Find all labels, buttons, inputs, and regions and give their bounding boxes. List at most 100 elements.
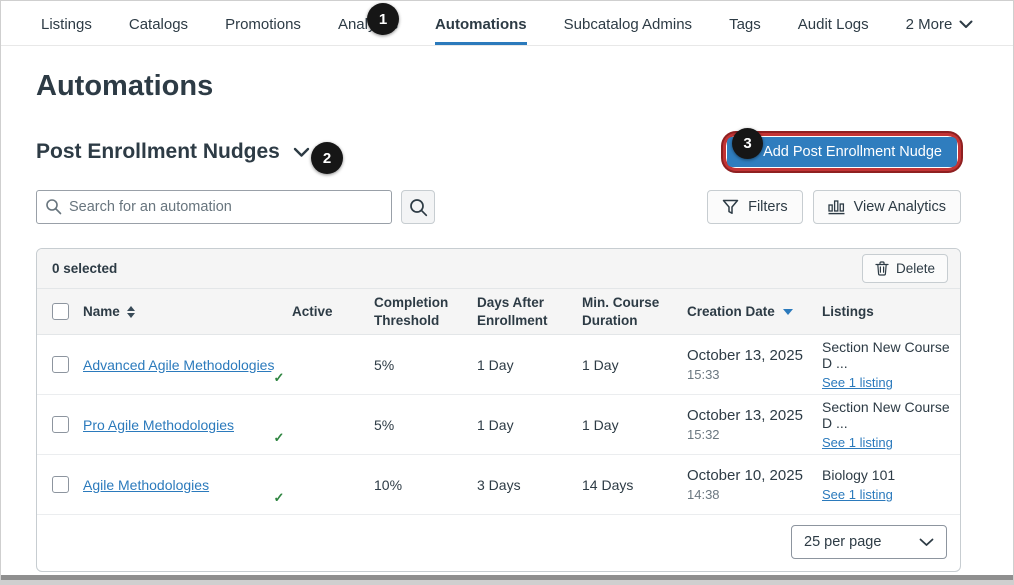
tab-subcatalog-admins[interactable]: Subcatalog Admins xyxy=(563,16,693,33)
name-cell: Advanced Agile Methodologies xyxy=(83,357,292,373)
trash-icon xyxy=(875,261,889,276)
tab-listings[interactable]: Listings xyxy=(41,16,92,33)
creation-time-value: 15:33 xyxy=(687,367,720,383)
column-header-active: Active xyxy=(292,303,374,321)
completion-threshold-cell: 5% xyxy=(374,416,395,433)
selected-count-label: 0 selected xyxy=(52,261,118,276)
filters-button[interactable]: Filters xyxy=(707,190,803,224)
min-course-duration-header-label: Min. Course Duration xyxy=(582,295,660,328)
chevron-down-icon xyxy=(959,20,973,29)
chevron-down-icon[interactable] xyxy=(293,147,310,158)
creation-date-header-label: Creation Date xyxy=(687,303,775,319)
listings-cell: Section New Course D ... See 1 listing xyxy=(822,339,960,390)
table-row: Advanced Agile Methodologies ✓ 5% 1 Day … xyxy=(37,335,960,396)
column-header-name[interactable]: Name xyxy=(83,303,292,321)
table-header-row: Name Active Completion Threshold Days Af… xyxy=(37,289,960,336)
automation-name-link[interactable]: Pro Agile Methodologies xyxy=(83,416,234,433)
annotation-step-1-badge: 1 xyxy=(367,3,399,35)
see-listing-link[interactable]: See 1 listing xyxy=(822,435,893,451)
row-checkbox-cell xyxy=(37,416,83,434)
search-input[interactable] xyxy=(36,190,392,224)
min-course-duration-cell: 1 Day xyxy=(582,356,619,373)
pagination-row: 25 per page xyxy=(37,515,960,571)
search-icon xyxy=(409,198,428,217)
select-all-checkbox[interactable] xyxy=(51,303,69,321)
days-after-enrollment-header-label: Days After Enrollment xyxy=(477,295,548,328)
sort-both-icon xyxy=(126,305,135,318)
section-header-row: Post Enrollment Nudges + Add Post Enroll… xyxy=(36,134,961,170)
name-header-label: Name xyxy=(83,303,120,319)
column-header-min-course-duration: Min. Course Duration xyxy=(582,294,687,329)
row-checkbox-cell xyxy=(37,356,83,374)
column-header-creation-date[interactable]: Creation Date xyxy=(687,303,822,321)
listing-name: Section New Course D ... xyxy=(822,339,950,372)
creation-time-value: 15:32 xyxy=(687,427,720,443)
bar-chart-icon xyxy=(827,199,845,215)
add-post-enrollment-nudge-button[interactable]: + Add Post Enrollment Nudge xyxy=(726,137,957,167)
delete-button[interactable]: Delete xyxy=(861,254,948,283)
table-row: Agile Methodologies ✓ 10% 3 Days 14 Days… xyxy=(37,455,960,516)
name-cell: Agile Methodologies xyxy=(83,477,292,493)
annotation-red-highlight: + Add Post Enrollment Nudge xyxy=(726,136,958,168)
filter-funnel-icon xyxy=(722,199,739,215)
days-after-enrollment-cell: 1 Day xyxy=(477,356,514,373)
top-nav: Listings Catalogs Promotions Analytics A… xyxy=(1,1,1013,46)
creation-time-value: 14:38 xyxy=(687,487,720,503)
search-field-wrap xyxy=(36,190,392,224)
window-bottom-edge xyxy=(1,573,1013,584)
table-row: Pro Agile Methodologies ✓ 5% 1 Day 1 Day… xyxy=(37,395,960,456)
active-header-label: Active xyxy=(292,303,333,319)
creation-date-value: October 13, 2025 xyxy=(687,347,803,365)
automation-name-link[interactable]: Agile Methodologies xyxy=(83,476,210,493)
days-after-enrollment-cell: 1 Day xyxy=(477,416,514,433)
row-checkbox[interactable] xyxy=(51,356,69,374)
listing-name: Biology 101 xyxy=(822,467,896,484)
view-analytics-button[interactable]: View Analytics xyxy=(812,190,961,224)
see-listing-link[interactable]: See 1 listing xyxy=(822,487,893,503)
row-checkbox[interactable] xyxy=(51,416,69,434)
tab-audit-logs[interactable]: Audit Logs xyxy=(797,16,869,33)
tab-automations[interactable]: Automations xyxy=(434,16,527,45)
per-page-select[interactable]: 25 per page xyxy=(791,525,947,560)
completion-threshold-header-label: Completion Threshold xyxy=(374,295,449,328)
main-content: Automations Post Enrollment Nudges + Add… xyxy=(1,68,1013,573)
chevron-down-icon xyxy=(919,538,934,547)
listings-cell: Biology 101 See 1 listing xyxy=(822,467,960,502)
completion-threshold-cell: 5% xyxy=(374,356,395,373)
listings-header-label: Listings xyxy=(822,303,874,319)
listings-cell: Section New Course D ... See 1 listing xyxy=(822,399,960,450)
creation-date-cell: October 13, 2025 15:32 xyxy=(687,407,822,442)
min-course-duration-cell: 1 Day xyxy=(582,416,619,433)
page-title: Automations xyxy=(36,70,214,102)
min-course-duration-cell: 14 Days xyxy=(582,476,634,493)
tab-promotions[interactable]: Promotions xyxy=(225,16,301,33)
toggle-check-icon: ✓ xyxy=(269,427,289,448)
search-submit-button[interactable] xyxy=(401,190,435,224)
view-analytics-label: View Analytics xyxy=(853,199,946,215)
delete-label: Delete xyxy=(895,261,935,276)
nudge-type-selector[interactable]: Post Enrollment Nudges xyxy=(36,140,310,164)
toggle-check-icon: ✓ xyxy=(269,367,289,388)
name-cell: Pro Agile Methodologies xyxy=(83,417,292,433)
row-checkbox[interactable] xyxy=(51,476,69,494)
annotation-step-2-badge: 2 xyxy=(311,142,343,174)
automation-name-link[interactable]: Advanced Agile Methodologies xyxy=(83,356,275,373)
search-row: Filters View Analytics xyxy=(36,190,961,224)
listing-name: Section New Course D ... xyxy=(822,399,950,432)
per-page-value: 25 per page xyxy=(804,534,882,551)
see-listing-link[interactable]: See 1 listing xyxy=(822,375,893,391)
header-checkbox-cell xyxy=(37,303,83,321)
search-icon xyxy=(45,198,62,215)
automations-table-card: 0 selected Delete Name Activ xyxy=(36,248,961,573)
column-header-days-after-enrollment: Days After Enrollment xyxy=(477,294,582,329)
tab-more-menu[interactable]: 2 More xyxy=(906,16,974,45)
annotation-step-3-badge: 3 xyxy=(732,128,763,159)
column-header-completion-threshold: Completion Threshold xyxy=(374,294,477,329)
add-button-label: Add Post Enrollment Nudge xyxy=(763,144,942,160)
tab-catalogs[interactable]: Catalogs xyxy=(128,16,189,33)
creation-date-cell: October 13, 2025 15:33 xyxy=(687,347,822,382)
tab-tags[interactable]: Tags xyxy=(729,16,761,33)
creation-date-cell: October 10, 2025 14:38 xyxy=(687,467,822,502)
bulk-action-row: 0 selected Delete xyxy=(37,249,960,289)
